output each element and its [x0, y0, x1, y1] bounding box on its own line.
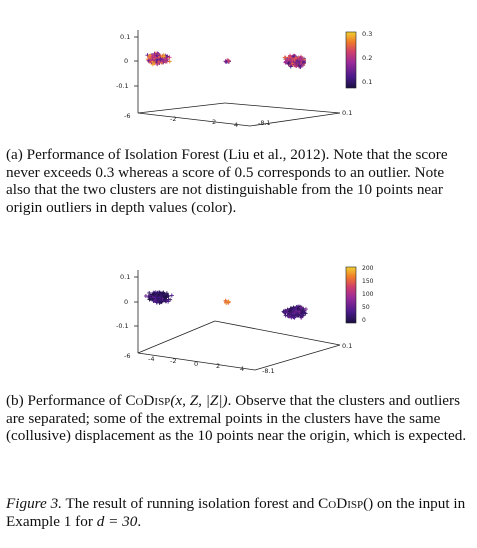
codisp-scatter: 0.1 0 -0.1 -6 -4 -2 0 2 4 -8.1 0.1 200 1…: [0, 255, 477, 380]
x-tick-label: 4: [234, 121, 238, 129]
colorbar-tick: 100: [362, 291, 374, 298]
x-tick-label: -4: [148, 355, 154, 363]
scatter-point: [144, 294, 148, 298]
colorbar-tick: 200: [362, 265, 374, 272]
caption-a: (a) Performance of Isolation Forest (Liu…: [6, 146, 472, 216]
method-name: CoDisp: [125, 392, 170, 409]
x-tick-label: -6: [124, 112, 130, 120]
figure-caption-pre: The result of running isolation forest a…: [66, 495, 319, 512]
z-tick-label: -0.1: [116, 322, 129, 330]
colorbar-tick: 150: [362, 278, 374, 285]
x-tick-label: -6: [124, 352, 130, 360]
caption-b: (b) Performance of CoDisp(x, Z, |Z|). Ob…: [6, 392, 472, 445]
caption-label: (a): [6, 146, 23, 163]
x-tick-label: 2: [212, 118, 216, 126]
caption-math: (x, Z, |Z|): [170, 392, 227, 409]
colorbar-tick: 50: [362, 304, 370, 311]
z-tick-label: -0.1: [116, 82, 129, 90]
colorbar-tick: 0.2: [362, 54, 372, 62]
y-tick-end-label: 0.1: [342, 109, 352, 117]
scatter-points-a: [145, 52, 306, 69]
x-tick-label: -2: [170, 115, 176, 123]
colorbar-tick: 0: [362, 317, 366, 324]
x-tick-end-label: -8.1: [262, 367, 275, 375]
y-tick-end-label: 0.1: [342, 342, 352, 350]
x-tick-label: 2: [216, 362, 220, 370]
figure-caption-math: d = 30: [97, 513, 138, 530]
x-tick-label: 0: [194, 360, 198, 368]
scatter-points-b: [144, 290, 308, 319]
axes-a: [134, 30, 340, 126]
colorbar-tick: 0.3: [362, 30, 372, 38]
isolation-forest-scatter: 0.1 0 -0.1 -6 -2 2 4 -8.1 0.1 0.3 0.2: [0, 0, 477, 138]
scatter-point: [170, 294, 174, 298]
x-tick-label: -2: [170, 357, 176, 365]
caption-text: Performance of Isolation Forest (Liu et …: [6, 146, 448, 216]
z-tick-label: 0.1: [120, 33, 130, 41]
axes-b: [134, 270, 340, 370]
figure-label: Figure 3.: [6, 495, 62, 512]
colorbar-a: [346, 32, 356, 88]
colorbar-b: [346, 267, 356, 323]
x-tick-end-label: -8.1: [258, 119, 271, 127]
x-tick-label: 4: [240, 365, 244, 373]
z-tick-label: 0: [124, 298, 128, 306]
colorbar-tick: 0.1: [362, 78, 372, 86]
figure-caption-post: .: [137, 513, 141, 530]
z-tick-label: 0: [124, 57, 128, 65]
caption-text-pre: Performance of: [28, 392, 126, 409]
figure-caption: Figure 3. The result of running isolatio…: [6, 495, 472, 530]
panel-b-plot: 0.1 0 -0.1 -6 -4 -2 0 2 4 -8.1 0.1 200 1…: [0, 255, 477, 380]
panel-a-plot: 0.1 0 -0.1 -6 -2 2 4 -8.1 0.1 0.3 0.2: [0, 0, 477, 138]
method-name: CoDisp: [318, 495, 363, 512]
caption-label: (b): [6, 392, 24, 409]
z-tick-label: 0.1: [120, 273, 130, 281]
